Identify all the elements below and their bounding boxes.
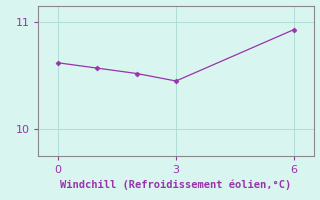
X-axis label: Windchill (Refroidissement éolien,°C): Windchill (Refroidissement éolien,°C) [60,179,292,190]
